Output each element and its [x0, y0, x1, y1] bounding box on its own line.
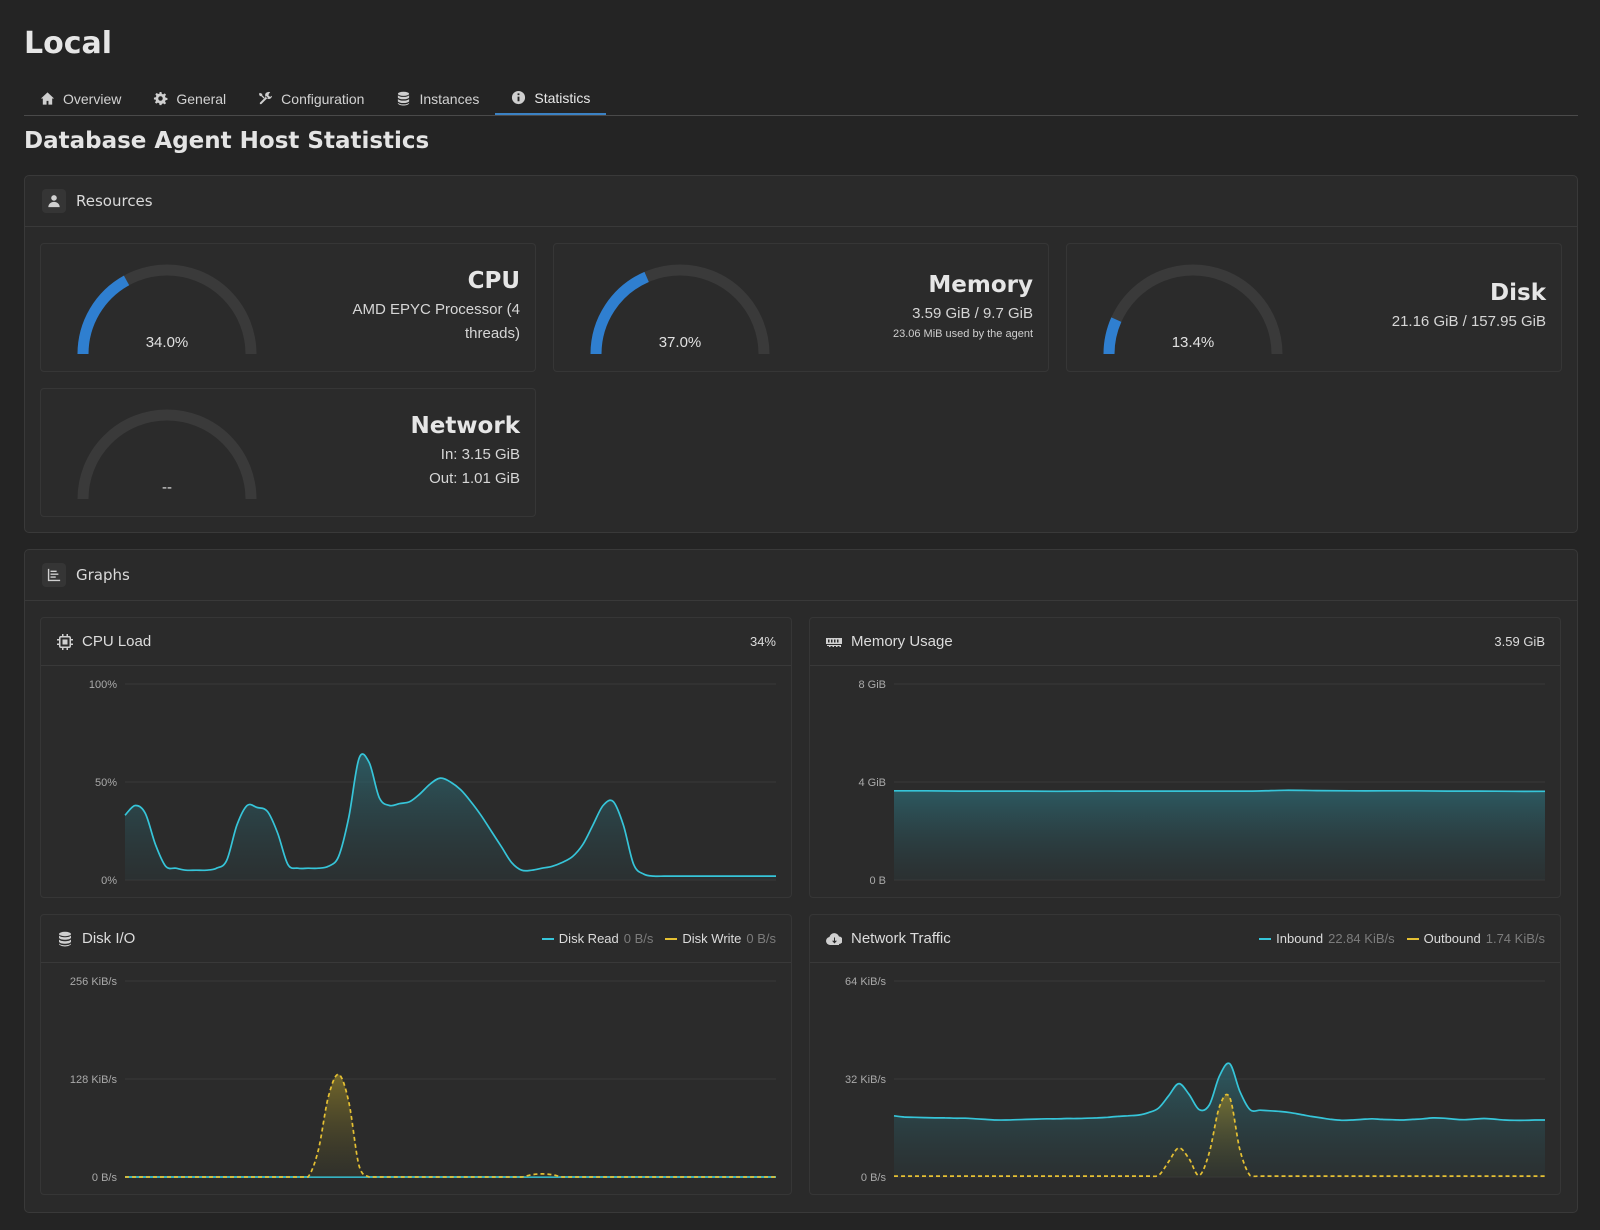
gear-icon — [154, 91, 168, 106]
cpu-load-value: 34% — [749, 634, 776, 649]
network-title: Network — [410, 413, 520, 439]
cpu-title: CPU — [467, 268, 520, 294]
tab-overview[interactable]: Overview — [24, 82, 137, 115]
y-tick-label: 256 KiB/s — [70, 976, 118, 988]
cpu-threads: threads) — [464, 325, 520, 342]
cpu-card: 34.0% CPU AMD EPYC Processor (4 threads) — [40, 243, 536, 372]
y-tick-label: 4 GiB — [858, 777, 886, 789]
memory-usage-value: 3.59 GiB — [1494, 634, 1545, 649]
network-in: In: 3.15 GiB — [440, 446, 520, 463]
user-icon — [42, 189, 66, 213]
memory-usage: 3.59 GiB / 9.7 GiB — [912, 305, 1033, 322]
memory-gauge — [590, 264, 770, 355]
disk-io-card: Disk I/O Disk Read 0 B/s Disk Write 0 B/… — [40, 914, 792, 1195]
tab-bar: Overview General Configuration Instances… — [24, 82, 1578, 116]
disk-title: Disk — [1490, 280, 1546, 306]
memory-agent-usage: 23.06 MiB used by the agent — [892, 328, 1033, 340]
y-tick-label: 0 B/s — [861, 1172, 887, 1184]
series-line — [125, 1073, 776, 1178]
series-line — [893, 789, 1546, 793]
memory-title: Memory — [928, 272, 1033, 298]
disk-card: 13.4% Disk 21.16 GiB / 157.95 GiB — [1066, 243, 1562, 372]
series-area — [894, 790, 1545, 880]
y-tick-label: 32 KiB/s — [845, 1074, 886, 1086]
memory-gauge-value: 37.0% — [658, 334, 702, 351]
y-tick-label: 8 GiB — [858, 679, 886, 691]
y-tick-label: 0 B/s — [92, 1172, 118, 1184]
network-gauge-value: -- — [162, 479, 172, 496]
disk-io-legend: Disk Read 0 B/s Disk Write 0 B/s — [541, 931, 776, 946]
resources-header: Resources — [25, 176, 1577, 227]
legend-inbound[interactable]: Inbound 22.84 KiB/s — [1259, 931, 1395, 946]
cpu-model: AMD EPYC Processor (4 — [352, 301, 520, 318]
legend-outbound[interactable]: Outbound 1.74 KiB/s — [1406, 931, 1545, 946]
tools-icon — [259, 91, 273, 105]
gauge-track — [1103, 264, 1283, 355]
tab-label: Instances — [419, 90, 480, 107]
disk-gauge — [1103, 264, 1283, 355]
gauge-fill — [77, 275, 130, 355]
cpu-load-chart: 100% 50% 0% — [89, 679, 776, 887]
cloud-download-icon — [826, 932, 842, 945]
network-traffic-legend: Inbound 22.84 KiB/s Outbound 1.74 KiB/s — [1259, 931, 1545, 946]
memory-card: 37.0% Memory 3.59 GiB / 9.7 GiB 23.06 Mi… — [553, 243, 1049, 372]
network-gauge — [77, 409, 257, 500]
chart-icon — [42, 563, 66, 587]
memory-usage-chart: 8 GiB 4 GiB 0 B — [858, 679, 1546, 887]
y-tick-label: 0 B — [869, 875, 886, 887]
y-tick-label: 64 KiB/s — [845, 976, 886, 988]
resources-title: Resources — [76, 192, 153, 210]
section-title: Database Agent Host Statistics — [24, 128, 430, 154]
tab-label: General — [176, 90, 227, 107]
tab-label: Overview — [63, 90, 122, 107]
graphs-title: Graphs — [76, 566, 130, 584]
network-card: -- Network In: 3.15 GiB Out: 1.01 GiB — [40, 388, 536, 517]
tab-configuration[interactable]: Configuration — [242, 82, 380, 115]
memory-usage-card: Memory Usage 3.59 GiB 8 GiB 4 GiB 0 B — [809, 617, 1561, 898]
tab-instances[interactable]: Instances — [380, 82, 495, 115]
info-icon — [512, 90, 526, 105]
series-line — [124, 753, 776, 878]
cpu-gauge-value: 34.0% — [145, 334, 189, 351]
database-icon — [398, 91, 410, 106]
tab-label: Statistics — [534, 89, 591, 106]
series-line — [894, 1093, 1545, 1178]
home-icon — [40, 92, 55, 105]
series-area — [125, 753, 776, 880]
y-tick-label: 100% — [89, 679, 117, 691]
legend-disk-write[interactable]: Disk Write 0 B/s — [665, 931, 776, 946]
y-tick-label: 128 KiB/s — [70, 1074, 118, 1086]
tab-general[interactable]: General — [137, 82, 242, 115]
disk-io-title: Disk I/O — [82, 930, 136, 947]
network-out: Out: 1.01 GiB — [429, 470, 520, 487]
network-traffic-title: Network Traffic — [851, 930, 951, 947]
graphs-header: Graphs — [25, 550, 1577, 601]
y-tick-label: 50% — [95, 777, 117, 789]
gauge-fill — [1103, 317, 1122, 355]
disk-io-chart: 256 KiB/s 128 KiB/s 0 B/s — [70, 976, 776, 1184]
cpu-load-title: CPU Load — [82, 633, 152, 650]
resources-panel: Resources 34.0% CPU AMD EPYC Processor (… — [24, 175, 1578, 533]
series-line — [893, 1062, 1545, 1122]
network-traffic-chart: 64 KiB/s 32 KiB/s 0 B/s — [845, 976, 1545, 1184]
memory-icon — [826, 637, 842, 647]
legend-disk-read[interactable]: Disk Read 0 B/s — [541, 931, 653, 946]
cpu-gauge — [77, 264, 257, 355]
tab-label: Configuration — [281, 90, 365, 107]
series-area — [894, 1094, 1545, 1177]
memory-usage-title: Memory Usage — [851, 633, 953, 650]
database-icon — [59, 931, 71, 946]
gauge-fill — [590, 271, 649, 355]
cpu-chip-icon — [57, 633, 73, 650]
cpu-load-card: CPU Load 34% 100% 50% 0% — [40, 617, 792, 898]
disk-usage: 21.16 GiB / 157.95 GiB — [1391, 313, 1546, 330]
page-title: Local — [24, 26, 113, 61]
y-tick-label: 0% — [101, 875, 117, 887]
tab-statistics[interactable]: Statistics — [495, 82, 607, 115]
disk-gauge-value: 13.4% — [1171, 334, 1215, 351]
graphs-panel: Graphs CPU Load 34% 100% 50% 0% Memory Usa… — [24, 549, 1578, 1213]
network-traffic-card: Network Traffic Inbound 22.84 KiB/s Outb… — [809, 914, 1561, 1195]
series-area — [125, 1074, 776, 1177]
gauge-track — [77, 409, 257, 500]
